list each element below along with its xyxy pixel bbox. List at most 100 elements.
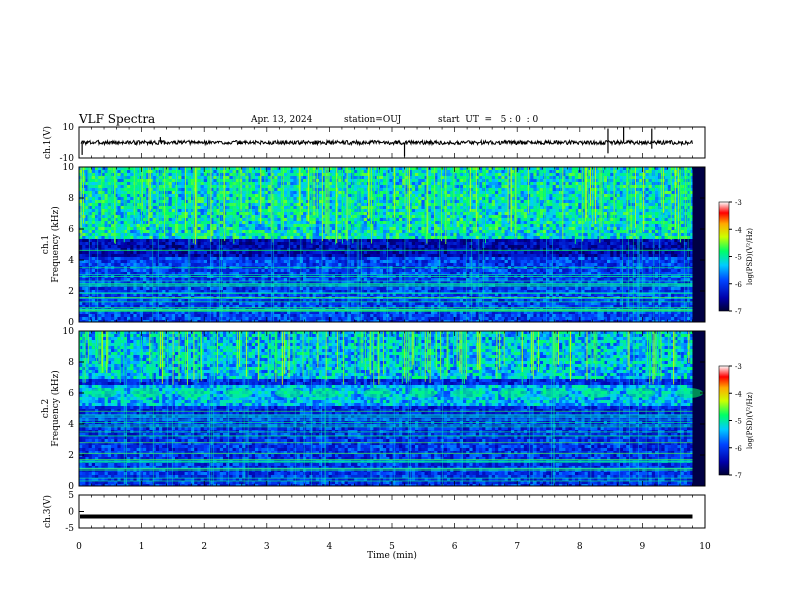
heatmap-cell: [623, 212, 627, 216]
heatmap-cell: [91, 236, 96, 240]
heatmap-cell: [287, 203, 291, 207]
heatmap-cell: [405, 224, 409, 228]
heatmap-cell: [280, 170, 285, 174]
heatmap-cell: [274, 218, 278, 222]
heatmap-cell: [597, 197, 601, 201]
heatmap-cell: [171, 170, 176, 174]
heatmap-cell: [325, 170, 329, 174]
heatmap-cell: [367, 239, 371, 243]
heatmap-cell: [552, 239, 557, 243]
heatmap-cell: [91, 203, 96, 207]
heatmap-cell: [178, 239, 182, 243]
heatmap-cell: [453, 239, 457, 243]
heatmap-cell: [447, 224, 451, 228]
heatmap-cell: [479, 194, 483, 198]
heatmap-cell: [437, 170, 441, 174]
heatmap-cell: [319, 167, 323, 171]
heatmap-cell: [146, 227, 150, 231]
heatmap-cell: [123, 221, 128, 225]
heatmap-cell: [418, 218, 422, 222]
heatmap-cell: [111, 230, 115, 234]
heatmap-cell: [639, 230, 643, 234]
heatmap-cell: [242, 230, 246, 234]
heatmap-cell: [354, 194, 358, 198]
heatmap-cell: [210, 206, 214, 210]
heatmap-cell: [258, 230, 262, 234]
heatmap-cell: [485, 188, 489, 192]
heatmap-cell: [632, 197, 637, 201]
heatmap-cell: [315, 239, 320, 243]
heatmap-cell: [155, 170, 160, 174]
heatmap-cell: [229, 230, 233, 234]
heatmap-cell: [303, 176, 307, 180]
heatmap-cell: [200, 221, 205, 225]
heatmap-cell: [258, 233, 262, 237]
heatmap-cell: [466, 221, 470, 225]
heatmap-cell: [344, 239, 349, 243]
heatmap-cell: [626, 227, 630, 231]
heatmap-cell: [360, 170, 365, 174]
heatmap-cell: [120, 173, 125, 177]
heatmap-cell: [671, 227, 675, 231]
heatmap-cell: [539, 206, 544, 210]
heatmap-cell: [616, 200, 621, 204]
heatmap-cell: [242, 233, 246, 237]
heatmap-cell: [130, 224, 134, 228]
heatmap-cell: [117, 203, 121, 207]
heatmap-cell: [639, 200, 643, 204]
heatmap-cell: [450, 203, 454, 207]
heatmap-cell: [671, 230, 675, 234]
heatmap-cell: [674, 188, 678, 192]
heatmap-cell: [453, 176, 457, 180]
heatmap-cell: [274, 227, 278, 231]
heatmap-cell: [597, 221, 601, 225]
heatmap-cell: [226, 227, 230, 231]
heatmap-cell: [331, 176, 336, 180]
heatmap-cell: [248, 230, 253, 234]
heatmap-cell: [235, 200, 240, 204]
heatmap-cell: [485, 227, 489, 231]
heatmap-cell: [309, 227, 313, 231]
heatmap-cell: [613, 194, 617, 198]
heatmap-cell: [626, 179, 630, 183]
heatmap-cell: [463, 188, 467, 192]
heatmap-cell: [648, 227, 653, 231]
heatmap-cell: [661, 224, 665, 228]
heatmap-cell: [559, 224, 563, 228]
heatmap-cell: [507, 212, 512, 216]
heatmap-cell: [568, 170, 573, 174]
heatmap-cell: [303, 191, 307, 195]
heatmap-cell: [594, 227, 598, 231]
heatmap-cell: [143, 221, 147, 225]
heatmap-cell: [191, 212, 195, 216]
heatmap-cell: [287, 167, 291, 171]
heatmap-cell: [575, 194, 579, 198]
heatmap-cell: [328, 182, 333, 186]
heatmap-cell: [591, 227, 595, 231]
heatmap-cell: [290, 242, 294, 246]
heatmap-cell: [475, 236, 480, 240]
heatmap-cell: [226, 221, 230, 225]
heatmap-cell: [479, 167, 483, 171]
heatmap-cell: [319, 215, 323, 219]
heatmap-cell: [661, 212, 665, 216]
heatmap-cell: [565, 230, 569, 234]
heatmap-cell: [402, 191, 406, 195]
heatmap-cell: [91, 188, 96, 192]
heatmap-cell: [568, 200, 573, 204]
heatmap-cell: [328, 173, 333, 177]
heatmap-cell: [322, 188, 326, 192]
heatmap-cell: [530, 176, 534, 180]
heatmap-cell: [146, 182, 150, 186]
heatmap-cell: [162, 167, 166, 171]
heatmap-cell: [463, 221, 467, 225]
ch1-trace: [80, 138, 693, 147]
heatmap-cell: [495, 203, 499, 207]
heatmap-cell: [104, 173, 109, 177]
heatmap-cell: [616, 239, 621, 243]
heatmap-cell: [594, 203, 598, 207]
heatmap-cell: [200, 191, 205, 195]
heatmap-cell: [213, 212, 217, 216]
heatmap-cell: [450, 212, 454, 216]
heatmap-cell: [405, 185, 409, 189]
